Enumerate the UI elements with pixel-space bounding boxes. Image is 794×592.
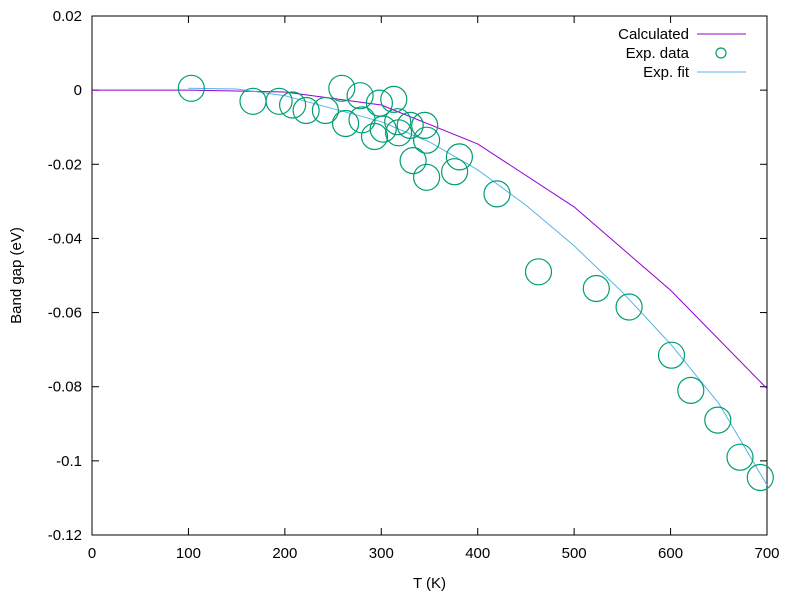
x-tick-label: 500	[562, 545, 587, 562]
data-point	[311, 96, 339, 125]
y-tick-label: -0.04	[48, 230, 82, 247]
x-tick-label: 0	[88, 545, 96, 562]
data-point	[177, 74, 205, 102]
y-tick-label: 0.02	[53, 8, 82, 25]
series-lines	[92, 87, 768, 486]
data-point	[328, 74, 356, 102]
legend: Calculated Exp. data Exp. fit	[618, 26, 746, 81]
data-point	[369, 115, 397, 143]
data-point	[399, 147, 427, 175]
x-tick-label: 400	[465, 545, 490, 562]
x-axis-ticks: 0 100 200 300 400 500 600 700	[88, 16, 780, 562]
data-point	[384, 108, 412, 136]
x-tick-label: 600	[658, 545, 683, 562]
data-point	[524, 258, 553, 286]
data-point	[346, 82, 374, 110]
data-point	[441, 158, 469, 186]
y-tick-label: 0	[74, 82, 82, 99]
data-point	[704, 406, 732, 434]
y-tick-label: -0.08	[48, 379, 82, 396]
data-point	[292, 96, 320, 125]
data-point	[726, 443, 754, 471]
data-point	[279, 91, 307, 119]
legend-label-exp-data: Exp. data	[626, 45, 690, 62]
data-point	[239, 87, 267, 115]
x-tick-label: 200	[272, 545, 297, 562]
y-tick-label: -0.06	[48, 305, 82, 322]
x-tick-label: 300	[369, 545, 394, 562]
x-axis-label: T (K)	[413, 575, 446, 592]
data-point	[413, 126, 441, 154]
y-axis-label: Band gap (eV)	[8, 227, 25, 324]
legend-label-calculated: Calculated	[618, 26, 689, 43]
x-tick-label: 700	[754, 545, 779, 562]
data-point	[615, 293, 643, 321]
data-point	[396, 111, 424, 140]
data-point	[445, 143, 473, 171]
y-axis-ticks: 0.02 0 -0.02 -0.04 -0.06 -0.08 -0.1 -0.12	[48, 8, 767, 544]
data-point	[413, 163, 441, 191]
data-point	[483, 180, 511, 208]
series-points	[177, 74, 774, 492]
y-tick-label: -0.12	[48, 527, 82, 544]
data-point	[582, 274, 610, 303]
data-point	[411, 111, 439, 140]
y-tick-label: -0.02	[48, 156, 82, 173]
data-point	[348, 106, 376, 134]
data-point	[360, 122, 389, 151]
legend-label-exp-fit: Exp. fit	[643, 64, 690, 81]
plot-border	[91, 15, 768, 536]
data-point	[380, 85, 408, 114]
y-tick-label: -0.1	[56, 453, 82, 470]
data-point	[746, 463, 774, 492]
data-point	[657, 341, 686, 369]
plot-frame	[91, 15, 768, 536]
x-tick-label: 100	[176, 545, 201, 562]
series-line-exp-fit	[188, 87, 768, 486]
data-point	[332, 109, 360, 138]
data-point	[677, 376, 705, 404]
legend-swatch-exp-data	[715, 47, 727, 59]
data-point	[265, 87, 293, 115]
